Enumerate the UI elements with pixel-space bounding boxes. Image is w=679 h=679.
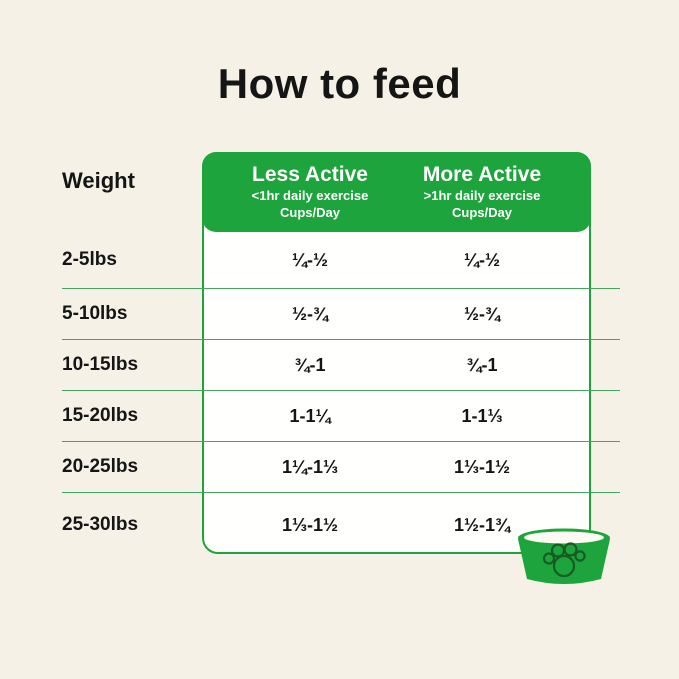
row-more-active-value: 1⅓-1½	[453, 456, 511, 477]
column-title: Less Active	[252, 163, 368, 186]
column-unit: Cups/Day	[280, 205, 340, 220]
column-unit: Cups/Day	[452, 205, 512, 220]
row-more-active-value: ¾-1	[466, 354, 498, 375]
row-more-active-value: ¼-½	[463, 249, 501, 270]
table-row: 10-15lbs ¾-1 ¾-1	[62, 340, 620, 391]
column-header-more-active: More Active >1hr daily exercise Cups/Day	[418, 163, 546, 232]
table-row: 25-30lbs 1⅓-1½ 1½-1¾	[62, 493, 620, 557]
row-more-active-value: 1½-1¾	[453, 514, 511, 535]
row-weight-label: 5-10lbs	[62, 303, 128, 324]
column-subtitle: <1hr daily exercise	[251, 188, 369, 203]
row-more-active-value: 1-1⅓	[461, 405, 503, 426]
row-less-active-value: 1-1¼	[289, 405, 331, 426]
column-subtitle: >1hr daily exercise	[423, 188, 541, 203]
row-less-active-value: ¾-1	[294, 354, 326, 375]
feeding-table-header: Less Active <1hr daily exercise Cups/Day…	[202, 152, 591, 232]
feeding-table-body: 2-5lbs ¼-½ ¼-½ 5-10lbs ½-¾ ½-¾ 10-15lbs …	[62, 232, 620, 557]
row-less-active-value: ¼-½	[291, 249, 329, 270]
row-weight-label: 15-20lbs	[62, 405, 139, 426]
weight-column-header: Weight	[62, 168, 135, 193]
row-weight-label: 20-25lbs	[62, 456, 139, 477]
row-weight-label: 25-30lbs	[62, 514, 139, 535]
table-row: 15-20lbs 1-1¼ 1-1⅓	[62, 391, 620, 442]
row-less-active-value: 1¼-1⅓	[281, 456, 339, 477]
row-weight-label: 2-5lbs	[62, 249, 117, 270]
row-less-active-value: 1⅓-1½	[281, 514, 339, 535]
row-less-active-value: ½-¾	[291, 303, 329, 324]
table-row: 5-10lbs ½-¾ ½-¾	[62, 289, 620, 340]
row-weight-label: 10-15lbs	[62, 354, 139, 375]
page-title: How to feed	[217, 60, 462, 107]
table-row: 2-5lbs ¼-½ ¼-½	[62, 232, 620, 289]
column-header-less-active: Less Active <1hr daily exercise Cups/Day	[202, 163, 418, 232]
paw-print-icon	[542, 542, 586, 578]
dog-bowl-icon	[518, 528, 610, 584]
column-title: More Active	[422, 163, 542, 186]
row-more-active-value: ½-¾	[463, 303, 501, 324]
table-row: 20-25lbs 1¼-1⅓ 1⅓-1½	[62, 442, 620, 493]
